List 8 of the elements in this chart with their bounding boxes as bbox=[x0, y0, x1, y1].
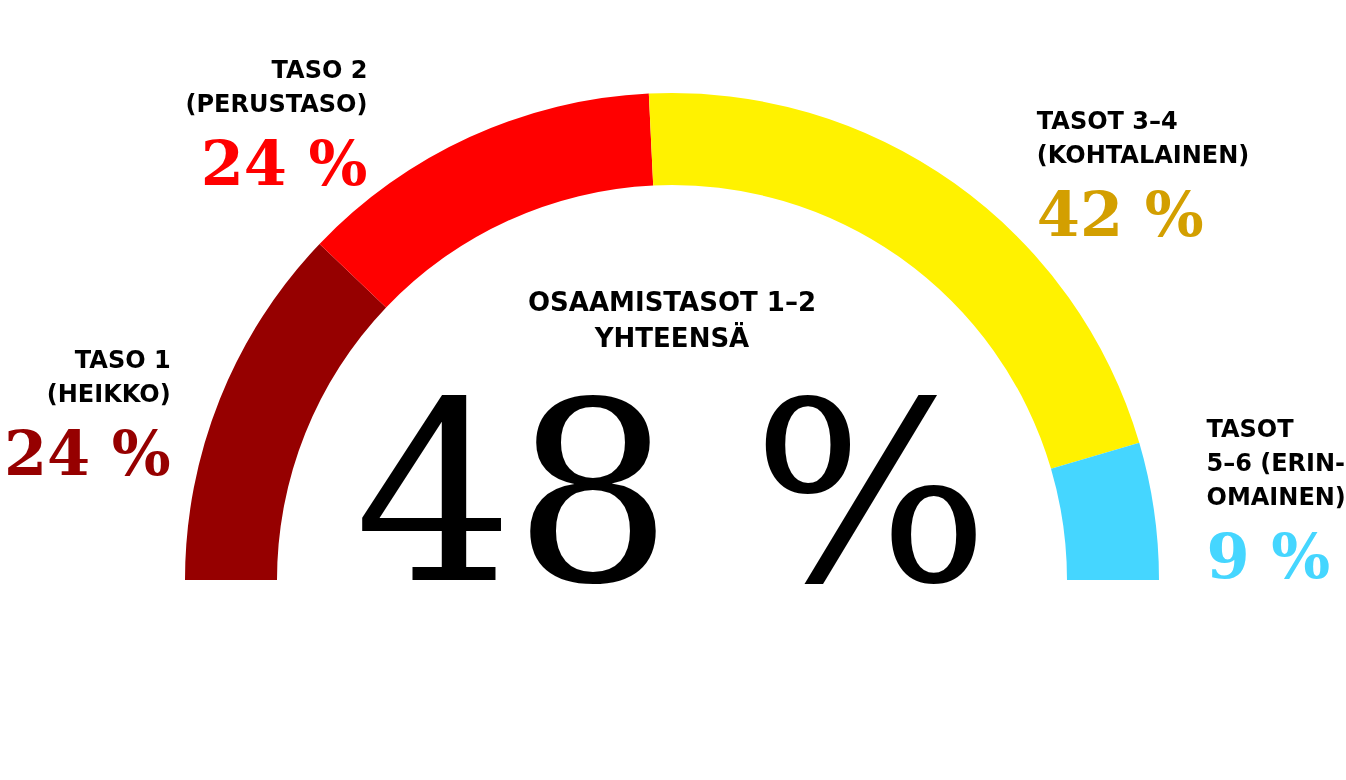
slice-label: TASO 2 (PERUSTASO) bbox=[185, 55, 368, 118]
data-label: 24 % bbox=[200, 126, 368, 200]
data-label: 24 % bbox=[3, 417, 171, 491]
slice-label: TASOT 5–6 (ERIN- OMAINEN) bbox=[1206, 415, 1346, 511]
data-label: 42 % bbox=[1036, 178, 1204, 252]
data-label: 9 % bbox=[1206, 520, 1331, 593]
slice-label: TASOT 3–4 (KOHTALAINEN) bbox=[1036, 107, 1250, 170]
slice-label: TASO 1 (HEIKKO) bbox=[46, 346, 171, 409]
